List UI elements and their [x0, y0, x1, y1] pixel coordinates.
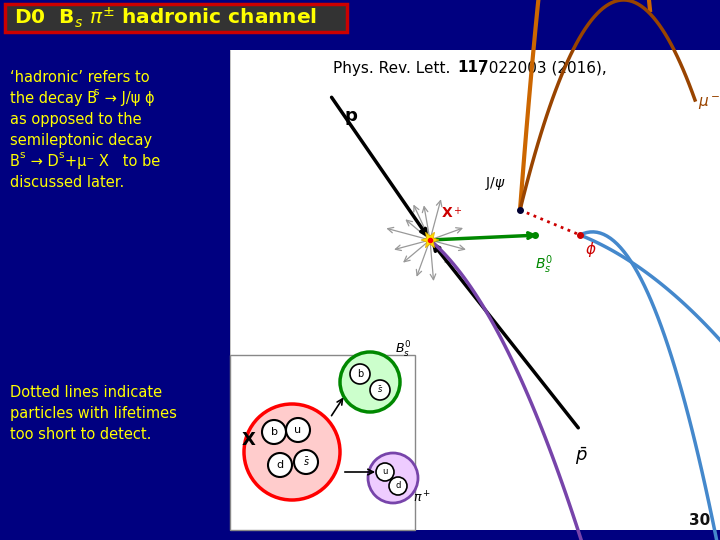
Circle shape: [350, 364, 370, 384]
Text: $\pi^+$: $\pi^+$: [413, 490, 431, 505]
Text: too short to detect.: too short to detect.: [10, 427, 151, 442]
Text: $\bar{s}$: $\bar{s}$: [302, 456, 310, 468]
Circle shape: [389, 477, 407, 495]
Text: B: B: [10, 154, 20, 169]
Text: , 022003 (2016),: , 022003 (2016),: [479, 60, 607, 76]
Text: ‘hadronic’ refers to: ‘hadronic’ refers to: [10, 70, 150, 85]
Circle shape: [294, 450, 318, 474]
Circle shape: [262, 420, 286, 444]
Text: +: +: [453, 206, 461, 216]
Text: u: u: [382, 468, 387, 476]
Text: → J/ψ ϕ: → J/ψ ϕ: [100, 91, 155, 106]
Text: p: p: [345, 107, 358, 125]
Text: $B_s^0$: $B_s^0$: [535, 253, 553, 275]
Text: s: s: [93, 87, 99, 97]
Text: $\mu^-$: $\mu^-$: [698, 94, 720, 112]
Circle shape: [340, 352, 400, 412]
Text: d: d: [276, 460, 284, 470]
Text: $\bar{s}$: $\bar{s}$: [377, 384, 383, 395]
Text: J/$\psi$: J/$\psi$: [485, 175, 506, 192]
Bar: [230, 50, 720, 530]
Text: b: b: [357, 369, 363, 379]
Text: X: X: [442, 206, 453, 220]
Text: $B_s^0$: $B_s^0$: [395, 340, 411, 360]
Bar: [230, 355, 415, 530]
Text: particles with lifetimes: particles with lifetimes: [10, 406, 177, 421]
Text: the decay B: the decay B: [10, 91, 97, 106]
Text: X: X: [242, 431, 256, 449]
Text: 117: 117: [457, 60, 489, 76]
Text: 30: 30: [689, 513, 710, 528]
Circle shape: [286, 418, 310, 442]
Text: $\mu^+$: $\mu^+$: [645, 0, 667, 2]
Text: d: d: [395, 482, 401, 490]
Circle shape: [376, 463, 394, 481]
Circle shape: [268, 453, 292, 477]
Text: as opposed to the: as opposed to the: [10, 112, 142, 127]
Text: Phys. Rev. Lett.: Phys. Rev. Lett.: [333, 60, 455, 76]
Circle shape: [244, 404, 340, 500]
Text: b: b: [271, 427, 277, 437]
Text: s: s: [58, 150, 63, 160]
Text: +μ⁻ X   to be: +μ⁻ X to be: [65, 154, 161, 169]
Text: u: u: [294, 425, 302, 435]
Circle shape: [368, 453, 418, 503]
Text: discussed later.: discussed later.: [10, 175, 125, 190]
Text: s: s: [19, 150, 24, 160]
Circle shape: [370, 380, 390, 400]
Text: $\bar{p}$: $\bar{p}$: [575, 445, 588, 467]
Text: semileptonic decay: semileptonic decay: [10, 133, 152, 148]
Text: D0  B$_s$ $\pi^{\pm}$ hadronic channel: D0 B$_s$ $\pi^{\pm}$ hadronic channel: [14, 6, 317, 30]
Text: → D: → D: [26, 154, 59, 169]
Bar: [5, 4, 347, 32]
Polygon shape: [421, 232, 439, 248]
Text: Dotted lines indicate: Dotted lines indicate: [10, 385, 162, 400]
Text: $\phi$: $\phi$: [585, 240, 597, 259]
